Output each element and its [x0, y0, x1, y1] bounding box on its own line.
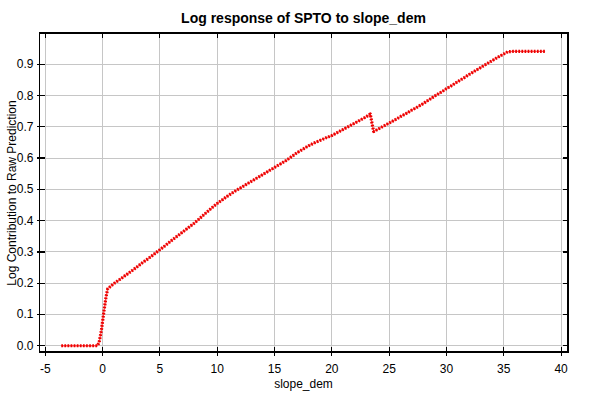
svg-text:40: 40	[554, 362, 568, 376]
svg-text:0.1: 0.1	[17, 307, 34, 321]
svg-text:0.9: 0.9	[17, 57, 34, 71]
svg-text:30: 30	[440, 362, 454, 376]
svg-text:0.2: 0.2	[17, 276, 34, 290]
response-curve-figure: Log response of SPTO to slope_dem Log Co…	[0, 0, 600, 400]
svg-text:0.8: 0.8	[17, 89, 34, 103]
svg-text:0: 0	[99, 362, 106, 376]
svg-text:20: 20	[325, 362, 339, 376]
svg-text:0.5: 0.5	[17, 182, 34, 196]
svg-text:0.6: 0.6	[17, 151, 34, 165]
svg-text:25: 25	[382, 362, 396, 376]
svg-text:15: 15	[268, 362, 282, 376]
svg-text:0.7: 0.7	[17, 120, 34, 134]
svg-text:35: 35	[497, 362, 511, 376]
svg-text:0.4: 0.4	[17, 214, 34, 228]
svg-text:0.3: 0.3	[17, 245, 34, 259]
svg-text:10: 10	[211, 362, 225, 376]
svg-text:-5: -5	[40, 362, 51, 376]
svg-text:0.0: 0.0	[17, 339, 34, 353]
svg-text:5: 5	[157, 362, 164, 376]
plot-canvas: -5 0 5 10 15 20 25 30 35 40 0.0 0.1 0.2 0.3 0.4 0.5 0.6 0…	[0, 0, 600, 400]
